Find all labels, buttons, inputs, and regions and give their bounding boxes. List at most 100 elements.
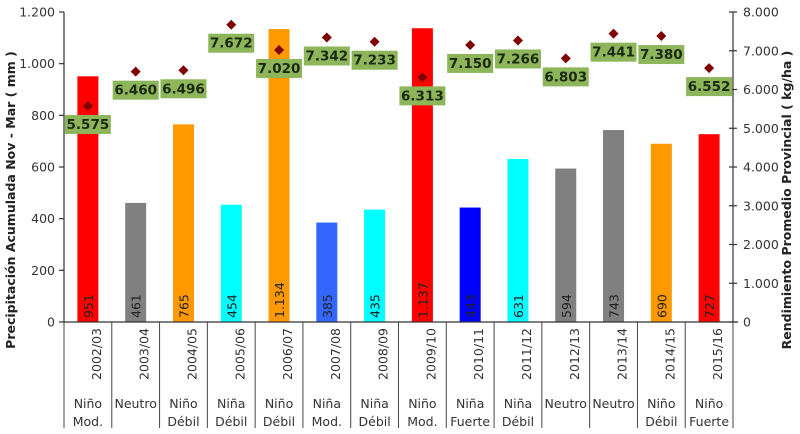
bar bbox=[220, 204, 242, 322]
bar-value-label: 765 bbox=[176, 294, 191, 318]
category-label: 2004/05 bbox=[184, 328, 199, 380]
category-label: 2009/10 bbox=[423, 328, 438, 380]
right-tick-label: 2.000 bbox=[743, 237, 779, 252]
right-tick-label: 1.000 bbox=[743, 276, 779, 291]
right-tick-label: 8.000 bbox=[743, 5, 779, 20]
yield-value-label: 7.380 bbox=[640, 47, 683, 63]
enso-label: Niño bbox=[695, 396, 723, 411]
enso-label-line2: Mod. bbox=[407, 414, 437, 429]
yield-marker bbox=[178, 65, 189, 76]
category-label: 2015/16 bbox=[710, 328, 725, 380]
yield-label-box bbox=[64, 114, 111, 134]
yield-marker bbox=[321, 32, 332, 43]
enso-label: Neutro bbox=[545, 396, 587, 411]
bar bbox=[316, 222, 338, 322]
yield-marker bbox=[274, 44, 285, 55]
bar-value-label: 743 bbox=[607, 294, 622, 318]
bar bbox=[555, 168, 577, 322]
yield-label-box bbox=[638, 45, 685, 65]
enso-label-line2: Débil bbox=[645, 414, 677, 429]
category-label: 2003/04 bbox=[137, 328, 152, 380]
yield-label-box bbox=[208, 33, 255, 53]
yield-marker bbox=[656, 31, 667, 42]
enso-label: Niña bbox=[217, 396, 245, 411]
enso-label: Niña bbox=[456, 396, 484, 411]
category-label: 2011/12 bbox=[519, 328, 534, 380]
yield-value-label: 7.441 bbox=[592, 45, 635, 61]
yield-value-label: 6.552 bbox=[688, 79, 731, 95]
enso-label-line2: Mod. bbox=[73, 414, 103, 429]
bar-value-label: 631 bbox=[511, 294, 526, 318]
enso-label: Neutro bbox=[114, 396, 156, 411]
enso-label-line2: Débil bbox=[167, 414, 199, 429]
enso-label: Niño bbox=[408, 396, 436, 411]
yield-marker bbox=[465, 39, 476, 50]
bar-value-label: 594 bbox=[559, 294, 574, 318]
enso-label: Niña bbox=[504, 396, 532, 411]
enso-label-line2: Fuerte bbox=[689, 414, 729, 429]
bar-value-label: 951 bbox=[81, 294, 96, 318]
yield-marker bbox=[704, 63, 715, 74]
yield-label-box bbox=[351, 50, 398, 70]
bar-value-label: 461 bbox=[129, 294, 144, 318]
bar-value-label: 385 bbox=[320, 294, 335, 318]
category-label: 2005/06 bbox=[232, 328, 247, 380]
yield-label-box bbox=[303, 46, 350, 66]
bar bbox=[77, 76, 99, 322]
yield-marker bbox=[82, 100, 93, 111]
right-axis-title: Rendimiento Promedio Provincial ( kg/ha … bbox=[779, 51, 794, 350]
right-tick-label: 5.000 bbox=[743, 121, 779, 136]
enso-label-line2: Débil bbox=[263, 414, 295, 429]
right-tick-label: 0 bbox=[743, 315, 751, 330]
left-tick-label: 200 bbox=[31, 263, 55, 278]
yield-marker bbox=[130, 66, 141, 77]
bar bbox=[603, 130, 625, 322]
category-label: 2012/13 bbox=[567, 328, 582, 380]
enso-label: Niña bbox=[360, 396, 388, 411]
bar bbox=[650, 143, 672, 322]
enso-label-line2: Débil bbox=[215, 414, 247, 429]
precipitation-bars: 951 461 765 454 1.134 385 435 1.137 443 631 594 743… bbox=[77, 28, 720, 323]
right-tick-label: 7.000 bbox=[743, 43, 779, 58]
enso-label: Niño bbox=[647, 396, 675, 411]
yield-value-label: 7.150 bbox=[449, 56, 492, 72]
bar bbox=[268, 29, 290, 323]
bar bbox=[172, 124, 194, 322]
yield-label-box bbox=[542, 67, 589, 87]
yield-marker bbox=[560, 53, 571, 64]
enso-label: Niña bbox=[313, 396, 341, 411]
category-labels: 2002/03 Niño Mod. 2003/04 Neutro 2004/05 Niño D… bbox=[63, 322, 734, 429]
enso-label: Niño bbox=[74, 396, 102, 411]
yield-marker bbox=[417, 72, 428, 83]
left-y-ticks: 0 200 400 600 800 1.000 1.200 bbox=[19, 5, 64, 330]
bar-value-label: 443 bbox=[463, 294, 478, 318]
enso-label: Neutro bbox=[592, 396, 634, 411]
bar-value-label: 727 bbox=[702, 294, 717, 318]
right-tick-label: 4.000 bbox=[743, 160, 779, 175]
yield-value-label: 6.803 bbox=[544, 69, 587, 85]
yield-marker bbox=[369, 36, 380, 47]
yield-label-box bbox=[256, 58, 303, 78]
bar-value-label: 690 bbox=[654, 294, 669, 318]
left-tick-label: 0 bbox=[47, 315, 55, 330]
right-tick-label: 6.000 bbox=[743, 82, 779, 97]
left-tick-label: 600 bbox=[31, 160, 55, 175]
yield-marker bbox=[226, 19, 237, 30]
category-label: 2010/11 bbox=[471, 328, 486, 380]
left-tick-label: 400 bbox=[31, 211, 55, 226]
category-label: 2008/09 bbox=[376, 328, 391, 380]
yield-value-label: 7.342 bbox=[305, 48, 348, 64]
yield-value-label: 6.496 bbox=[162, 81, 205, 97]
bar bbox=[364, 209, 386, 322]
enso-label-line2: Débil bbox=[502, 414, 534, 429]
enso-label-line2: Débil bbox=[359, 414, 391, 429]
enso-label: Niño bbox=[265, 396, 293, 411]
yield-label-box bbox=[447, 53, 494, 73]
yield-value-label: 5.575 bbox=[67, 117, 110, 133]
yield-value-label: 7.672 bbox=[210, 36, 253, 52]
category-label: 2002/03 bbox=[89, 328, 104, 380]
bar bbox=[507, 158, 529, 322]
bar-value-label: 454 bbox=[224, 294, 239, 318]
yield-label-box bbox=[494, 49, 541, 69]
